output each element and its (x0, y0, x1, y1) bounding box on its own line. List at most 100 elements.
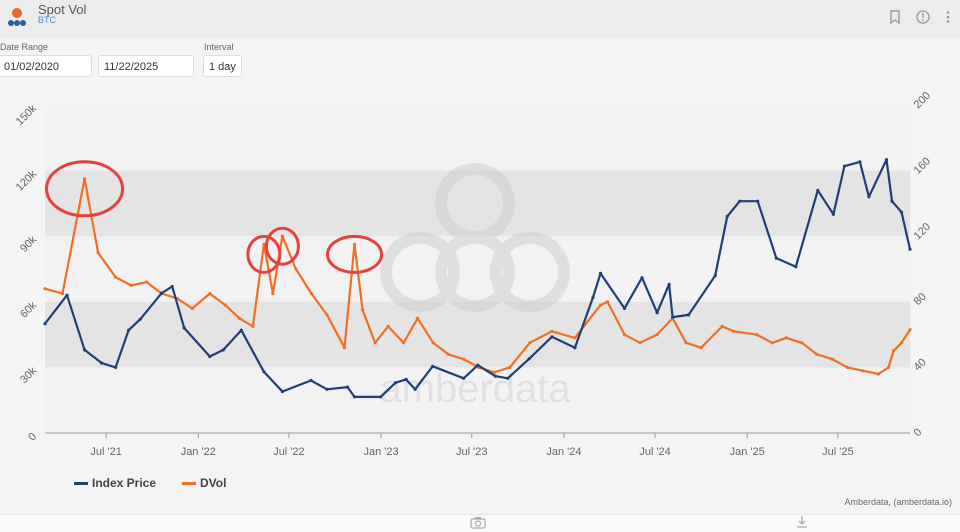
dvol-series-point (684, 341, 688, 345)
dvol-series-point (361, 308, 365, 312)
annotation-circle (326, 234, 384, 274)
index-price-series-point (170, 284, 174, 289)
dvol-series-point (262, 242, 266, 246)
top-bar: Spot Vol BTC (0, 0, 960, 38)
index-price-series-point (774, 256, 778, 260)
x-tick: Jan '25 (730, 446, 765, 458)
index-price-series-point (738, 199, 742, 203)
dvol-series-point (908, 328, 912, 332)
y-left-tick: 90k (18, 233, 39, 254)
index-price-series-point (622, 306, 627, 310)
dvol-series-point (446, 352, 450, 356)
more-vert-icon[interactable] (944, 10, 952, 27)
credits[interactable]: Amberdata, (amberdata.io) (844, 497, 952, 507)
index-price-series-point (655, 311, 659, 315)
x-tick: Jul '23 (456, 446, 487, 458)
watermark-logo (380, 163, 570, 312)
index-price-series-point (725, 214, 729, 219)
index-price-series-point (404, 377, 408, 381)
dvol-series-point (129, 283, 133, 287)
index-price-series-point (867, 195, 871, 199)
index-price-series-point (493, 374, 497, 378)
index-price-series-point (671, 315, 675, 319)
plot-area (45, 105, 910, 433)
y-left-tick: 150k (14, 102, 40, 128)
y-left-tick: 30k (18, 365, 39, 386)
watermark-text: amberdata (379, 367, 571, 411)
index-price-series-point (756, 199, 760, 203)
dvol-series-point (508, 365, 512, 369)
x-tick: Jan '24 (546, 446, 581, 458)
start-date-input[interactable]: 01/02/2020 (0, 55, 92, 77)
dvol-series-point (96, 251, 100, 255)
index-price-series-point (884, 158, 889, 162)
index-price-series-point (573, 346, 577, 350)
dvol-series-point (492, 370, 496, 374)
dvol-series-point (237, 316, 241, 320)
grid-band (45, 170, 910, 237)
dvol-series-point (416, 316, 420, 320)
amberdata-logo-icon (8, 8, 26, 26)
index-price-series-point (394, 381, 398, 385)
bottom-bar (0, 514, 960, 532)
y-right-tick: 200 (912, 90, 933, 111)
index-price-series-point (899, 210, 904, 214)
dvol-series-point (145, 280, 149, 284)
dvol-series-point (655, 333, 659, 337)
dvol-legend-line (182, 482, 196, 486)
index-price-series-point (43, 322, 47, 326)
index-price-series-point (345, 385, 350, 389)
index-price-series-point (890, 199, 894, 203)
annotation-circle (246, 234, 282, 274)
dvol-series-point (891, 349, 896, 353)
annotation-circle (264, 226, 300, 266)
index-price-series-point (794, 265, 798, 269)
dvol-series-point (386, 324, 390, 328)
dvol-series-point (732, 329, 736, 333)
dvol-series-point (431, 341, 435, 345)
index-price-series-point (667, 282, 671, 286)
index-price-series-point (550, 335, 554, 339)
index-price-series-point (182, 326, 186, 330)
legend-dvol[interactable]: DVol (182, 476, 226, 490)
index-price-series-point (309, 378, 313, 383)
dvol-series-point (114, 275, 118, 279)
dvol-series-point (208, 292, 212, 296)
dvol-series-point (352, 242, 357, 246)
dvol-series-point (573, 336, 577, 340)
dvol-series-point (770, 341, 774, 345)
index-price-series-point (713, 274, 717, 278)
info-icon[interactable] (916, 10, 930, 27)
index-price-series-point (100, 361, 104, 365)
dvol-series-point (190, 306, 194, 310)
index-price-series-point (83, 348, 87, 352)
dvol-series-point (342, 346, 347, 350)
index-price-series-point (127, 328, 131, 332)
annotation-circle (45, 160, 125, 218)
dvol-series-point (373, 341, 377, 345)
interval-select[interactable]: 1 day (203, 55, 242, 77)
download-icon[interactable] (795, 515, 809, 532)
index-price-series-point (221, 348, 225, 352)
index-price-series-point (65, 293, 69, 297)
dvol-series-point (845, 365, 850, 369)
dvol-series-point (402, 341, 406, 345)
dvol-series-point (784, 336, 788, 340)
index-price-series-point (842, 164, 847, 168)
index-price-series-point (138, 317, 142, 321)
index-price-series-point (591, 295, 595, 299)
bookmark-icon[interactable] (888, 10, 902, 27)
camera-icon[interactable] (470, 515, 486, 532)
dvol-series-point (876, 372, 881, 376)
end-date-input[interactable]: 11/22/2025 (98, 55, 194, 77)
legend-index-price[interactable]: Index Price (74, 476, 156, 490)
index-price-series-point (816, 188, 820, 192)
dvol-series-point (271, 292, 275, 296)
y-right-tick: 0 (912, 426, 925, 439)
dvol-series-point (886, 365, 891, 369)
dvol-series-point (605, 300, 610, 304)
dvol-series-point (309, 292, 314, 296)
x-tick: Jul '24 (639, 446, 670, 458)
dvol-series-point (861, 369, 865, 373)
index-price-series-point (527, 357, 531, 361)
